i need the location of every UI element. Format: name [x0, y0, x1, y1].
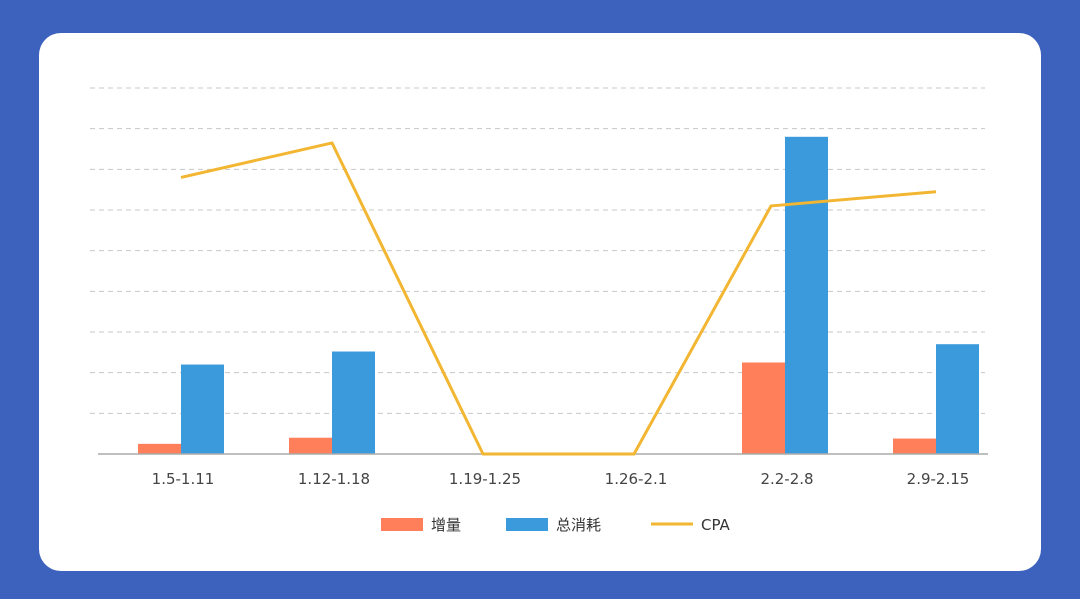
bar-total-spend-0	[181, 364, 224, 454]
x-tick-label: 1.26-2.1	[605, 470, 668, 488]
legend: 增量 总消耗 CPA	[381, 516, 731, 534]
bars	[138, 136, 979, 455]
x-tick-labels: 1.5-1.11 1.12-1.18 1.19-1.25 1.26-2.1 2.2-2.…	[152, 470, 970, 488]
legend-label: CPA	[701, 516, 731, 534]
legend-cpa: CPA	[651, 516, 731, 534]
legend-label: 增量	[431, 516, 461, 534]
bar-total-spend-5	[936, 344, 979, 454]
x-tick-label: 1.19-1.25	[449, 470, 521, 488]
bar-increment-1	[289, 437, 332, 454]
bar-total-spend-1	[332, 351, 375, 454]
legend-increment: 增量	[381, 516, 461, 534]
legend-swatch	[506, 518, 548, 531]
cpa-line	[180, 141, 937, 456]
x-tick-label: 1.12-1.18	[298, 470, 370, 488]
bar-increment-0	[138, 443, 181, 454]
bar-total-spend-4	[785, 136, 828, 455]
bar-increment-4	[742, 362, 785, 454]
legend-swatch	[381, 518, 423, 531]
x-tick-label: 2.9-2.15	[907, 470, 970, 488]
legend-total-spend: 总消耗	[506, 516, 601, 534]
gridlines	[90, 87, 985, 414]
cpa-line-group	[180, 141, 937, 456]
x-tick-label: 1.5-1.11	[152, 470, 215, 488]
legend-label: 总消耗	[556, 516, 601, 534]
chart-card	[39, 33, 1041, 571]
bar-increment-5	[893, 438, 936, 454]
x-tick-label: 2.2-2.8	[760, 470, 813, 488]
